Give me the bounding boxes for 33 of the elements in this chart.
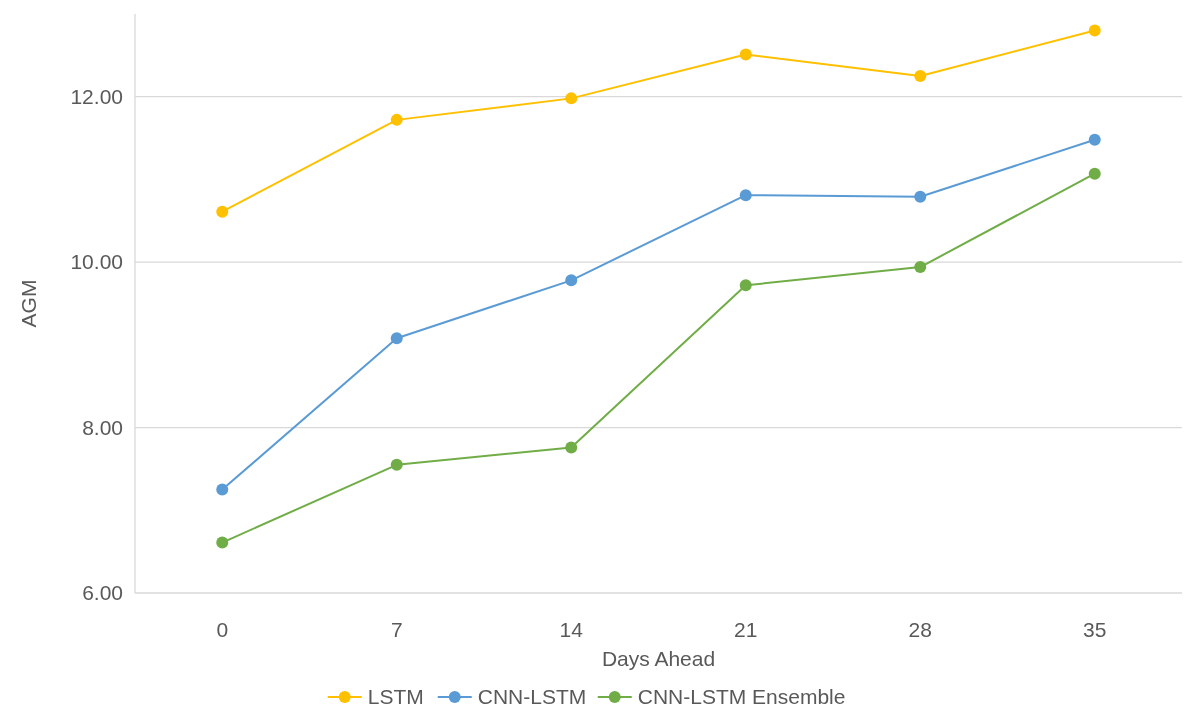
y-tick-label: 12.00 (70, 85, 123, 109)
point (565, 441, 578, 454)
legend-label: CNN-LSTM (477, 685, 587, 709)
point (390, 113, 403, 126)
point (390, 332, 403, 345)
point (739, 48, 752, 61)
y-tick-label: 6.00 (82, 581, 123, 605)
point (1088, 167, 1101, 180)
legend-label: CNN-LSTM Ensemble (637, 685, 846, 709)
x-tick-label: 35 (1083, 618, 1107, 641)
x-axis-title: Days Ahead (601, 647, 716, 670)
point (739, 279, 752, 292)
point (565, 92, 578, 105)
point (1088, 133, 1101, 146)
y-axis-title: AGM (17, 279, 40, 328)
x-tick-label: 28 (908, 618, 932, 641)
point (914, 190, 927, 203)
point (216, 483, 229, 496)
x-tick-label: 14 (559, 618, 584, 641)
point (565, 274, 578, 287)
point (216, 536, 229, 549)
x-tick-label: 21 (734, 618, 758, 641)
y-tick-label: 8.00 (82, 415, 123, 439)
x-tick-label: 0 (216, 618, 229, 641)
point (739, 189, 752, 202)
point (914, 70, 927, 83)
point (1088, 24, 1101, 37)
x-tick-label: 7 (390, 618, 403, 641)
point (914, 261, 927, 274)
point (216, 205, 229, 218)
y-tick-label: 10.00 (70, 250, 123, 274)
legend-label: LSTM (367, 685, 424, 709)
point (390, 458, 403, 471)
